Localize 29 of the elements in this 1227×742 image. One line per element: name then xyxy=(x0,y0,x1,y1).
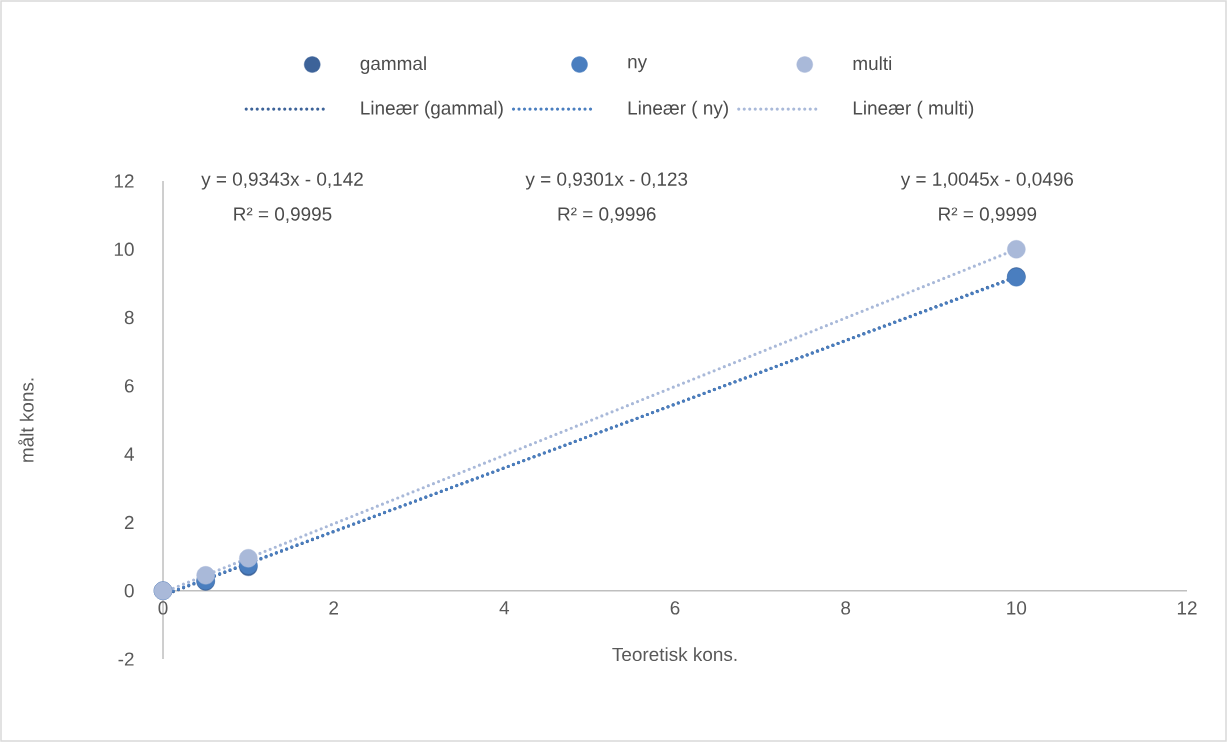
annotation: y = 1,0045x - 0,0496 xyxy=(900,172,1074,190)
annotation: R² = 0,9995 xyxy=(234,207,332,223)
y-tick-label: 8 xyxy=(124,310,134,325)
x-tick-label: 2 xyxy=(329,601,338,615)
legend-label: Lineær ( multi) xyxy=(853,100,974,119)
x-tick-label: 4 xyxy=(499,601,510,615)
legend-label: Lineær ( ny) xyxy=(628,100,728,119)
legend-label: ny xyxy=(628,58,648,73)
y-tick-label: 0 xyxy=(124,584,134,598)
y-tick-label: 2 xyxy=(124,515,134,530)
y-tick-label: -2 xyxy=(118,652,134,666)
x-tick-label: 0 xyxy=(158,601,168,615)
y-tick-label: 12 xyxy=(114,174,134,188)
legend-label: multi xyxy=(853,56,892,71)
x-axis-title: Teoretisk kons. xyxy=(612,647,737,662)
annotation: R² = 0,9999 xyxy=(939,207,1037,223)
x-tick-label: 6 xyxy=(670,601,680,615)
x-tick-label: 10 xyxy=(1007,601,1027,615)
y-axis-title: målt kons. xyxy=(18,378,34,462)
legend-label: gammal xyxy=(360,56,426,74)
y-tick-label: 10 xyxy=(114,242,134,256)
annotation: R² = 0,9996 xyxy=(558,207,656,223)
y-tick-label: 6 xyxy=(124,379,134,393)
legend-label: Lineær (gammal) xyxy=(361,100,503,119)
x-tick-label: 8 xyxy=(841,601,851,615)
annotation: y = 0,9343x - 0,142 xyxy=(201,172,363,190)
annotation: y = 0,9301x - 0,123 xyxy=(525,172,688,190)
y-tick-label: 4 xyxy=(124,447,134,461)
x-tick-label: 12 xyxy=(1177,601,1197,615)
